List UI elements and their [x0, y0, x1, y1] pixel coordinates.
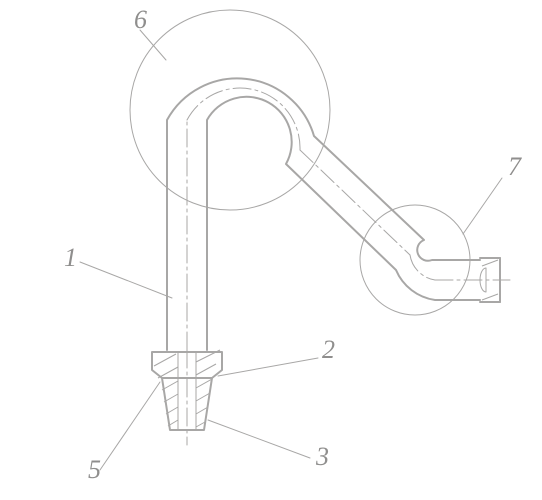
label-3: 3: [315, 442, 329, 471]
label-6: 6: [134, 5, 147, 34]
label-1: 1: [64, 243, 77, 272]
centerlines: [187, 88, 510, 445]
label-7: 7: [508, 152, 522, 181]
leader-lines: [80, 30, 502, 470]
label-5: 5: [88, 455, 101, 484]
engineering-diagram: 1 2 3 5 6 7: [0, 0, 542, 500]
bent-pipe: [167, 78, 500, 350]
callout-labels: 1 2 3 5 6 7: [64, 5, 522, 484]
label-2: 2: [322, 335, 335, 364]
